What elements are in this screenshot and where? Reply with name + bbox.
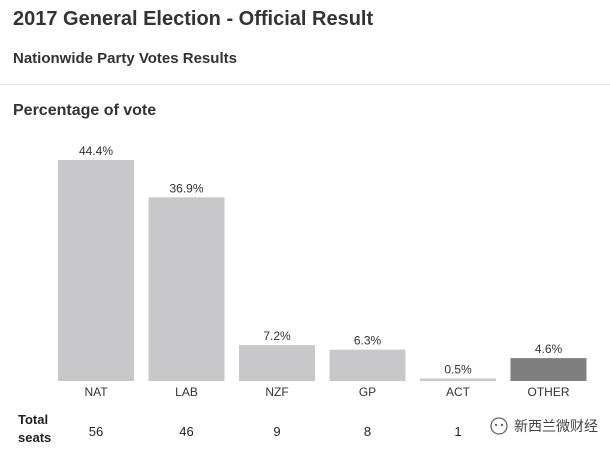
total-seats-label: Total seats (18, 411, 51, 447)
value-label-nzf: 7.2% (263, 329, 291, 343)
value-label-nat: 44.4% (79, 144, 113, 158)
divider (0, 84, 610, 85)
category-label-act: ACT (446, 385, 471, 399)
seats-value-nzf: 9 (273, 424, 280, 439)
seats-value-lab: 46 (179, 424, 193, 439)
value-label-gp: 6.3% (354, 334, 382, 348)
watermark-text: 新西兰微财经 (514, 418, 598, 434)
bar-act (420, 378, 496, 381)
value-label-other: 4.6% (535, 342, 563, 356)
bar-gp (329, 349, 406, 381)
seats-value-gp: 8 (364, 424, 371, 439)
bar-nzf (239, 345, 315, 381)
value-label-lab: 36.9% (169, 181, 203, 195)
seats-value-nat: 56 (89, 424, 103, 439)
category-label-other: OTHER (528, 385, 570, 399)
bar-nat (58, 160, 134, 381)
chart-section-title: Percentage of vote (13, 102, 157, 119)
total-seats-label-line2: seats (18, 430, 52, 445)
category-label-nat: NAT (84, 385, 108, 399)
category-label-nzf: NZF (265, 385, 288, 399)
total-seats-label-line1: Total (18, 412, 49, 427)
watermark: 新西兰微财经 (490, 416, 598, 436)
bar-other (510, 358, 587, 381)
wechat-icon (490, 417, 508, 435)
page-subtitle: Nationwide Party Votes Results (13, 50, 237, 67)
page-title: 2017 General Election - Official Result (13, 8, 374, 30)
category-label-gp: GP (359, 385, 376, 399)
category-label-lab: LAB (175, 385, 198, 399)
value-label-act: 0.5% (444, 363, 472, 377)
seats-value-act: 1 (454, 424, 461, 439)
bar-lab (148, 197, 225, 381)
